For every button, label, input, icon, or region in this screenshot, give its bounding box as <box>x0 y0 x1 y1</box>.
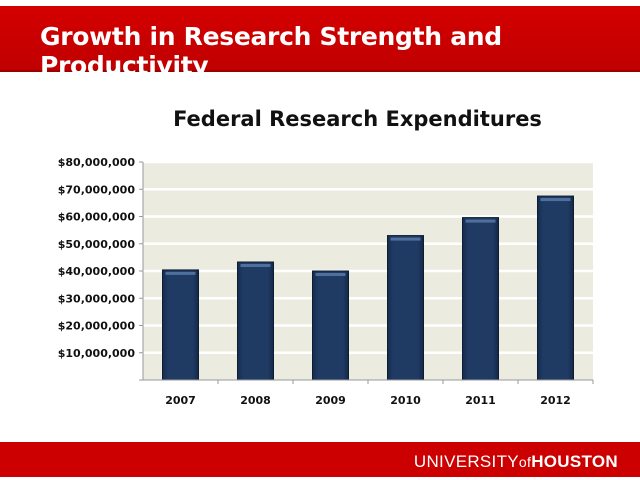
footer-band <box>0 442 640 477</box>
y-tick-label: $70,000,000 <box>58 183 136 196</box>
x-tick-label: 2008 <box>240 394 271 407</box>
bar-2012 <box>537 195 574 381</box>
bar-highlight <box>240 264 271 268</box>
x-tick-label: 2012 <box>540 394 571 407</box>
x-tick-label: 2009 <box>315 394 346 407</box>
x-tick-label: 2011 <box>465 394 496 407</box>
university-logo: UNIVERSITYofHOUSTON <box>413 452 618 471</box>
bar-highlight <box>390 237 421 241</box>
slide-header: Growth in Research Strength and Producti… <box>0 0 640 80</box>
x-tick-label: 2007 <box>165 394 196 407</box>
slide-title: Growth in Research Strength and Producti… <box>40 22 502 80</box>
bar-highlight <box>540 198 571 202</box>
y-tick-label: $20,000,000 <box>58 320 136 333</box>
y-tick-label: $30,000,000 <box>58 292 136 305</box>
bar-2007 <box>162 269 199 381</box>
bar-highlight <box>315 273 346 276</box>
bar-highlight <box>465 219 496 223</box>
header-band <box>0 6 640 72</box>
y-tick-label: $60,000,000 <box>58 211 136 224</box>
bar-2011 <box>462 217 499 381</box>
y-tick-label: $10,000,000 <box>58 347 136 360</box>
x-tick-label: 2010 <box>390 394 421 407</box>
bar-2008 <box>237 261 274 381</box>
y-tick-label: $80,000,000 <box>58 156 136 169</box>
bar-2010 <box>387 235 424 381</box>
bar-2009 <box>312 270 349 381</box>
bar-highlight <box>165 271 196 275</box>
chart-title: Federal Research Expenditures <box>173 107 542 131</box>
y-tick-label: $40,000,000 <box>58 265 136 278</box>
y-tick-label: $50,000,000 <box>58 238 136 251</box>
